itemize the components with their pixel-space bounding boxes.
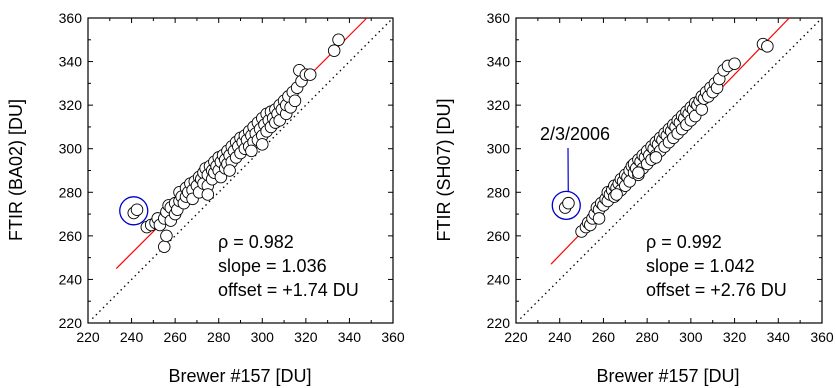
left-x-tick-label: 260 <box>163 329 187 345</box>
right-data-point <box>649 151 663 164</box>
left-y-tick-label: 260 <box>59 228 83 244</box>
left-x-tick-label: 320 <box>294 329 318 345</box>
right-data-point <box>632 166 645 179</box>
right-data-point <box>610 188 623 201</box>
right-y-axis-label: FTIR (SH07) [DU] <box>434 98 454 241</box>
left-data-point <box>245 144 258 158</box>
left-y-axis-label: FTIR (BA02) [DU] <box>6 99 26 241</box>
right-data-point <box>592 212 606 225</box>
left-y-tick-label: 220 <box>59 315 83 331</box>
right-x-tick-label: 280 <box>635 329 659 345</box>
left-data-point <box>303 68 317 81</box>
left-data-point <box>288 94 302 108</box>
right-y-tick-label: 260 <box>487 228 511 244</box>
right-y-tick-label: 360 <box>487 10 511 26</box>
right-x-axis-label: Brewer #157 [DU] <box>596 366 739 386</box>
left-data-points <box>127 33 345 253</box>
left-data-point <box>223 164 236 177</box>
right-x-tick-label: 260 <box>592 329 616 345</box>
left-data-point <box>157 240 171 253</box>
left-y-tick-label: 320 <box>59 97 83 113</box>
right-x-tick-label: 240 <box>548 329 572 345</box>
left-y-tick-label: 340 <box>59 54 83 70</box>
left-x-tick-label: 300 <box>251 329 275 345</box>
right-x-tick-label: 220 <box>504 329 528 345</box>
right-x-tick-label: 340 <box>767 329 791 345</box>
left-x-tick-label: 240 <box>120 329 144 345</box>
right-y-tick-label: 240 <box>487 271 511 287</box>
right-y-tick-label: 220 <box>487 315 511 331</box>
right-outlier-group <box>551 147 581 221</box>
left-stat-rho: ρ = 0.982 <box>218 232 294 252</box>
left-x-axis-label: Brewer #157 [DU] <box>168 366 311 386</box>
right-axis-ticks: 220 240 260 280 300 320 340 360 220 240 260 280 300 3… <box>487 10 834 345</box>
right-x-tick-label: 300 <box>679 329 703 345</box>
left-x-tick-label: 280 <box>207 329 231 345</box>
left-data-point <box>327 44 341 57</box>
right-data-point <box>728 57 741 71</box>
left-identity-line <box>91 17 394 320</box>
right-annotation-date: 2/3/2006 <box>540 124 610 144</box>
left-stat-offset: offset = +1.74 DU <box>218 280 359 300</box>
left-y-tick-label: 240 <box>59 271 83 287</box>
left-data-point <box>332 33 345 47</box>
right-outlier-circle <box>551 190 581 221</box>
right-x-tick-label: 360 <box>810 329 834 345</box>
left-x-tick-label: 340 <box>338 329 362 345</box>
left-stat-slope: slope = 1.036 <box>218 256 327 276</box>
left-y-tick-label: 360 <box>59 10 83 26</box>
left-y-tick-label: 280 <box>59 184 83 200</box>
left-x-tick-label: 220 <box>76 329 100 345</box>
left-outlier-group <box>119 196 149 226</box>
right-stat-offset: offset = +2.76 DU <box>646 280 787 300</box>
left-data-point <box>201 188 215 201</box>
right-y-tick-label: 280 <box>487 184 511 200</box>
left-outlier-circle <box>119 196 149 226</box>
right-data-point <box>761 40 774 53</box>
left-data-point <box>256 138 269 151</box>
right-identity-line <box>519 17 823 320</box>
right-data-point <box>562 196 575 210</box>
right-stat-rho: ρ = 0.992 <box>646 232 722 252</box>
right-data-point <box>695 103 709 116</box>
right-scatter-panel: 220 240 260 280 300 320 340 360 220 240 260 280 300 3… <box>434 10 834 386</box>
left-axis-ticks: 220 240 260 280 300 320 340 360 220 240 260 280 300 3… <box>59 10 405 345</box>
left-x-tick-label: 360 <box>381 329 405 345</box>
left-y-tick-label: 300 <box>59 141 83 157</box>
right-y-tick-label: 300 <box>487 141 511 157</box>
left-scatter-panel: 220 240 260 280 300 320 340 360 220 240 260 280 300 3… <box>6 10 405 386</box>
right-stat-slope: slope = 1.042 <box>646 256 755 276</box>
left-data-point <box>160 229 173 243</box>
right-y-tick-label: 340 <box>487 54 511 70</box>
right-data-points <box>558 37 774 238</box>
left-data-point <box>130 203 144 216</box>
right-x-tick-label: 320 <box>723 329 747 345</box>
right-y-tick-label: 320 <box>487 97 511 113</box>
